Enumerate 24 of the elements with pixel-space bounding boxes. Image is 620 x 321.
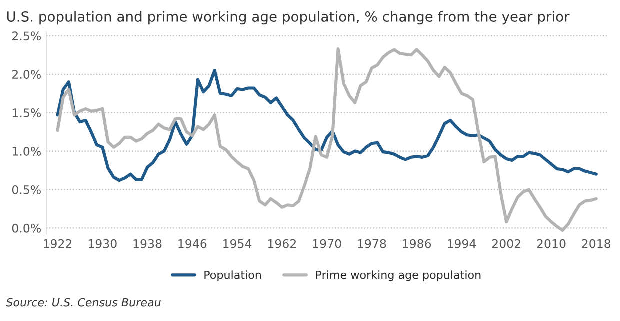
y-tick-label: 2.5% [12,32,41,41]
legend-label: Population [204,270,262,282]
x-tick-label: 1970 [313,239,342,248]
x-tick-label: 1930 [88,239,117,248]
x-tick-label: 1994 [448,239,476,248]
x-tick-label: 2018 [582,239,611,248]
chart-title: U.S. population and prime working age population, % change from the year prior [7,11,570,25]
x-tick-label: 2010 [537,239,566,248]
x-tick-label: 1962 [268,239,296,248]
line-series [56,69,598,182]
x-tick-label: 1946 [178,239,207,248]
x-tick-label: 1922 [44,239,72,248]
y-tick-label: 0.0% [12,224,41,233]
y-tick-label: 1.5% [12,108,41,118]
x-tick-label: 1938 [134,239,162,248]
x-tick-label: 2002 [492,239,520,248]
x-tick-label: 1978 [358,239,386,248]
y-tick-label: 0.5% [12,185,41,194]
x-tick-label: 1954 [224,239,252,248]
source-note: Source: U.S. Census Bureau [6,298,161,307]
y-tick-label: 1.0% [12,147,41,156]
y-tick-label: 2.0% [12,70,41,80]
x-tick-label: 1986 [403,239,432,248]
legend-label: Prime working age population [316,270,481,282]
